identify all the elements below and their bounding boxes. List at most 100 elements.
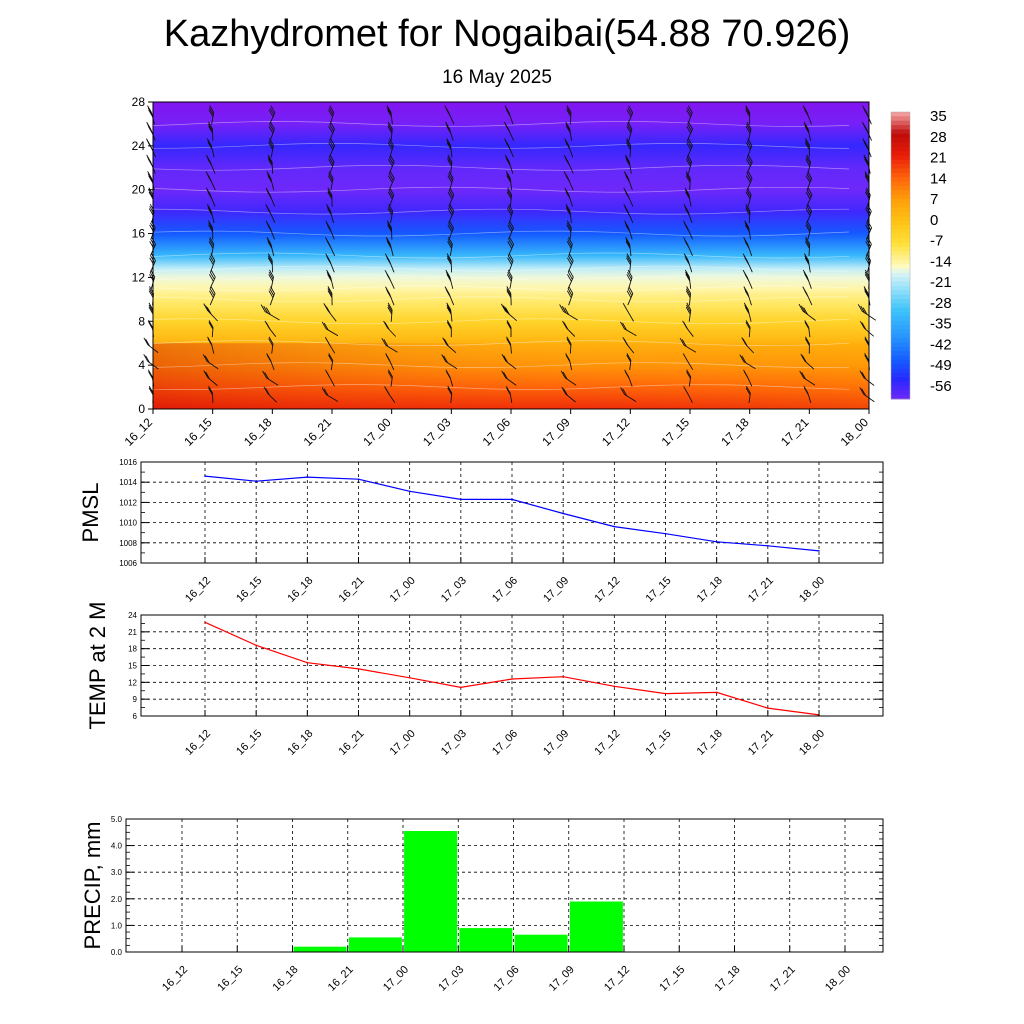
colorbar-label: -14 bbox=[930, 253, 952, 270]
colorbar-label: 7 bbox=[930, 191, 938, 208]
wind-barb bbox=[626, 286, 634, 306]
wind-barb bbox=[207, 336, 215, 354]
precip-bar bbox=[514, 934, 568, 952]
colorbar: 35 28 21 14 7 0 -7 -14 -21 -28 -35 -42 -49 -56 bbox=[890, 108, 952, 400]
colorbar-swatch bbox=[891, 203, 910, 209]
wind-barb bbox=[804, 138, 810, 158]
colorbar-swatch bbox=[891, 342, 910, 348]
wind-barb bbox=[686, 138, 693, 158]
wind-barb bbox=[565, 121, 573, 141]
y-tick-label: 1006 bbox=[119, 559, 137, 568]
temp-2m-point bbox=[767, 707, 769, 709]
wind-barb bbox=[504, 121, 515, 141]
wind-barb bbox=[744, 220, 752, 240]
pmsl-point bbox=[306, 476, 309, 478]
wind-barb bbox=[205, 171, 216, 191]
contour-line bbox=[152, 252, 850, 259]
wind-barb bbox=[626, 138, 632, 158]
wind-barb bbox=[387, 220, 393, 240]
colorbar-swatch bbox=[891, 212, 910, 217]
colorbar-swatch bbox=[891, 229, 910, 235]
x-tick-label: 17_03 bbox=[420, 415, 454, 449]
wind-barb bbox=[208, 320, 214, 338]
wind-barb bbox=[323, 303, 337, 322]
wind-barb bbox=[686, 369, 692, 387]
pmsl-point bbox=[613, 525, 616, 528]
colorbar-swatch bbox=[891, 312, 910, 317]
wind-barb bbox=[565, 203, 572, 224]
colorbar-label: 35 bbox=[930, 108, 947, 125]
precip-bar bbox=[404, 831, 458, 952]
x-tick-label: 17_21 bbox=[768, 964, 798, 994]
precip-bar bbox=[459, 928, 513, 952]
x-tick-label: 16_21 bbox=[301, 415, 335, 449]
wind-barb bbox=[626, 269, 633, 289]
y-tick-label: 5.0 bbox=[111, 815, 123, 824]
pmsl-point bbox=[715, 541, 718, 543]
x-tick-label: 17_15 bbox=[644, 575, 674, 605]
colorbar-label: -42 bbox=[930, 336, 952, 353]
wind-barb bbox=[803, 121, 812, 141]
wind-barb bbox=[685, 302, 692, 322]
pmsl-point bbox=[255, 480, 257, 483]
wind-barb bbox=[441, 354, 458, 370]
wind-barb bbox=[325, 253, 335, 273]
wind-barb bbox=[679, 337, 697, 353]
wind-barb bbox=[562, 320, 576, 337]
colorbar-swatch bbox=[891, 351, 910, 356]
wind-barb bbox=[625, 154, 632, 174]
wind-barb bbox=[686, 121, 694, 141]
wind-barb bbox=[626, 353, 632, 371]
wind-barb bbox=[446, 320, 452, 338]
y-tick-label: 4 bbox=[138, 358, 145, 372]
contour-line bbox=[152, 362, 850, 368]
x-tick-label: 17_15 bbox=[644, 728, 674, 758]
colorbar-swatch bbox=[891, 172, 910, 178]
colorbar-label: 0 bbox=[930, 212, 938, 229]
temp-2m-point bbox=[255, 644, 257, 647]
y-tick-label: 3.0 bbox=[111, 868, 123, 877]
wind-barb bbox=[205, 154, 216, 174]
colorbar-swatch bbox=[891, 225, 910, 230]
x-tick-label: 17_15 bbox=[657, 964, 687, 994]
contour-line bbox=[152, 318, 850, 325]
wind-barb bbox=[803, 385, 812, 404]
temp-2m-panel: 6 9 12 15 18 21 24 16_12 16_15 16_18 16_21 17_00 17_… bbox=[85, 602, 884, 758]
wind-barb bbox=[206, 138, 215, 158]
colorbar-swatch bbox=[891, 198, 910, 204]
y-tick-label: 18 bbox=[128, 645, 137, 654]
colorbar-swatch bbox=[891, 194, 910, 200]
wind-barb bbox=[626, 105, 634, 125]
wind-barb bbox=[566, 336, 572, 354]
wind-barb bbox=[206, 203, 215, 224]
temp-2m-point bbox=[715, 691, 718, 694]
x-tick-label: 17_03 bbox=[439, 575, 469, 605]
wind-barb bbox=[444, 105, 455, 125]
y-tick-label: 1012 bbox=[119, 498, 137, 507]
wind-barb bbox=[447, 171, 454, 191]
wind-barb bbox=[805, 154, 812, 174]
wind-barb bbox=[626, 253, 632, 273]
wind-barb bbox=[745, 105, 751, 125]
wind-barb bbox=[804, 320, 811, 338]
wind-barb bbox=[266, 236, 275, 257]
wind-barb bbox=[745, 171, 753, 191]
wind-barb bbox=[387, 302, 393, 322]
wind-barb bbox=[446, 138, 453, 158]
colorbar-swatch bbox=[891, 320, 910, 326]
contour-line bbox=[152, 285, 850, 292]
wind-barb bbox=[203, 370, 218, 386]
x-tick-label: 16_15 bbox=[215, 964, 245, 994]
wind-barb bbox=[799, 370, 816, 386]
colorbar-swatch bbox=[891, 359, 910, 365]
wind-barb bbox=[504, 154, 514, 174]
wind-barb bbox=[683, 253, 693, 273]
wind-barb bbox=[263, 386, 278, 403]
x-tick-label: 16_21 bbox=[337, 728, 367, 758]
y-tick-label: 12 bbox=[128, 678, 137, 687]
pmsl-point bbox=[460, 498, 462, 501]
colorbar-swatch bbox=[891, 116, 910, 122]
y-tick-label: 0 bbox=[138, 402, 145, 416]
pmsl-point bbox=[204, 475, 206, 477]
x-tick-label: 16_15 bbox=[234, 575, 264, 605]
